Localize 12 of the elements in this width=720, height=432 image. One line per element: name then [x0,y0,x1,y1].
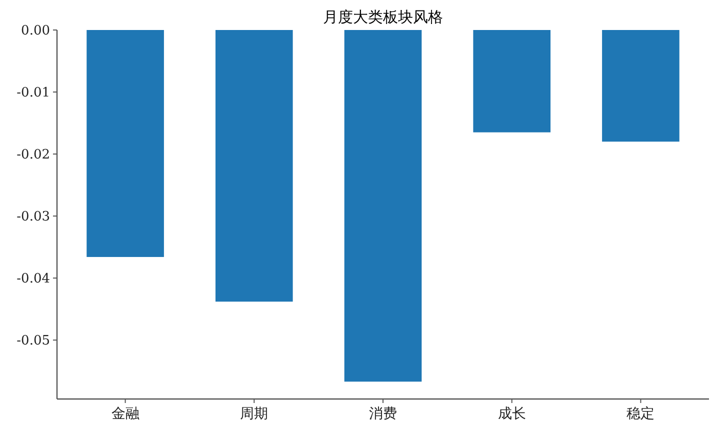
y-tick-label: -0.04 [16,272,50,287]
y-tick-label: 0.00 [21,24,50,39]
y-tick-label: -0.05 [16,334,50,349]
x-tick-label: 金融 [111,406,140,422]
x-tick-label: 成长 [498,406,526,422]
y-tick-label: -0.01 [16,86,50,101]
y-tick-label: -0.03 [16,210,50,225]
y-tick-label: -0.02 [16,148,50,163]
chart-title: 月度大类板块风格 [323,8,443,26]
x-tick-label: 稳定 [626,406,655,422]
x-tick-label: 消费 [369,406,397,422]
x-tick-label: 周期 [240,406,268,422]
